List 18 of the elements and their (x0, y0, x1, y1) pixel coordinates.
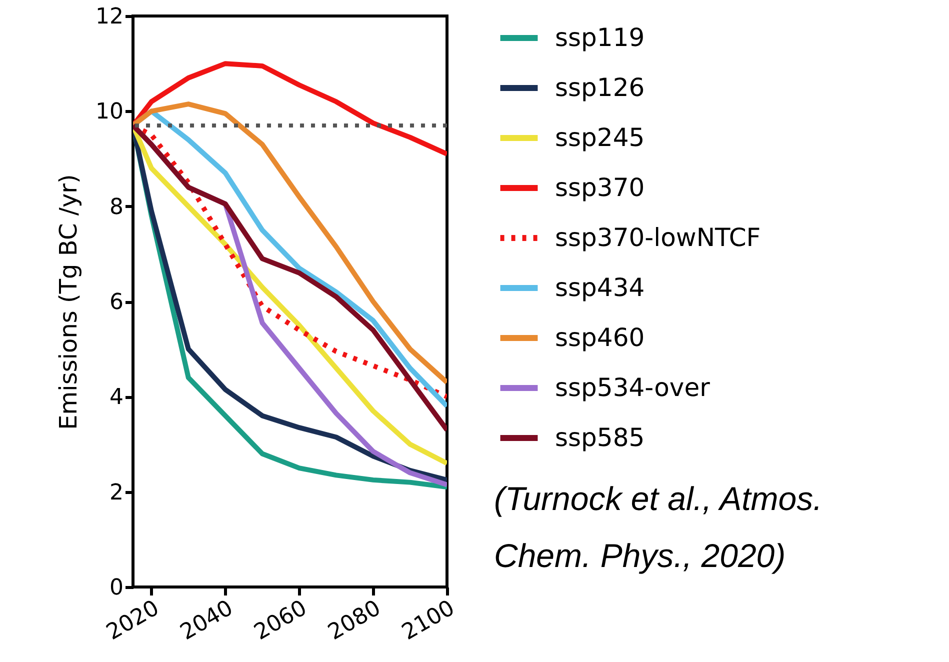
y-tick-label: 0 (110, 576, 124, 600)
legend-label: ssp534-over (555, 373, 711, 402)
y-tick-label: 6 (110, 290, 124, 315)
legend-label: ssp460 (555, 323, 645, 352)
text: (Turnock et al., Atmos. Chem. Phys., 2020) (494, 479, 824, 576)
y-tick-label: 10 (96, 100, 124, 125)
legend-label: ssp585 (555, 423, 645, 452)
legend-label: ssp434 (555, 273, 645, 302)
legend-label: ssp119 (555, 23, 645, 52)
y-tick-label: 4 (110, 385, 124, 410)
legend-label: ssp370 (555, 173, 645, 202)
y-tick-label: 12 (96, 4, 124, 30)
legend-label: ssp126 (555, 73, 645, 102)
y-tick-label: 8 (110, 194, 124, 220)
legend-label: ssp370-lowNTCF (555, 223, 761, 252)
y-tick-label: 2 (110, 480, 124, 506)
legend-label: ssp245 (555, 123, 645, 152)
y-axis-title: Emissions (Tg BC /yr) (54, 174, 83, 430)
